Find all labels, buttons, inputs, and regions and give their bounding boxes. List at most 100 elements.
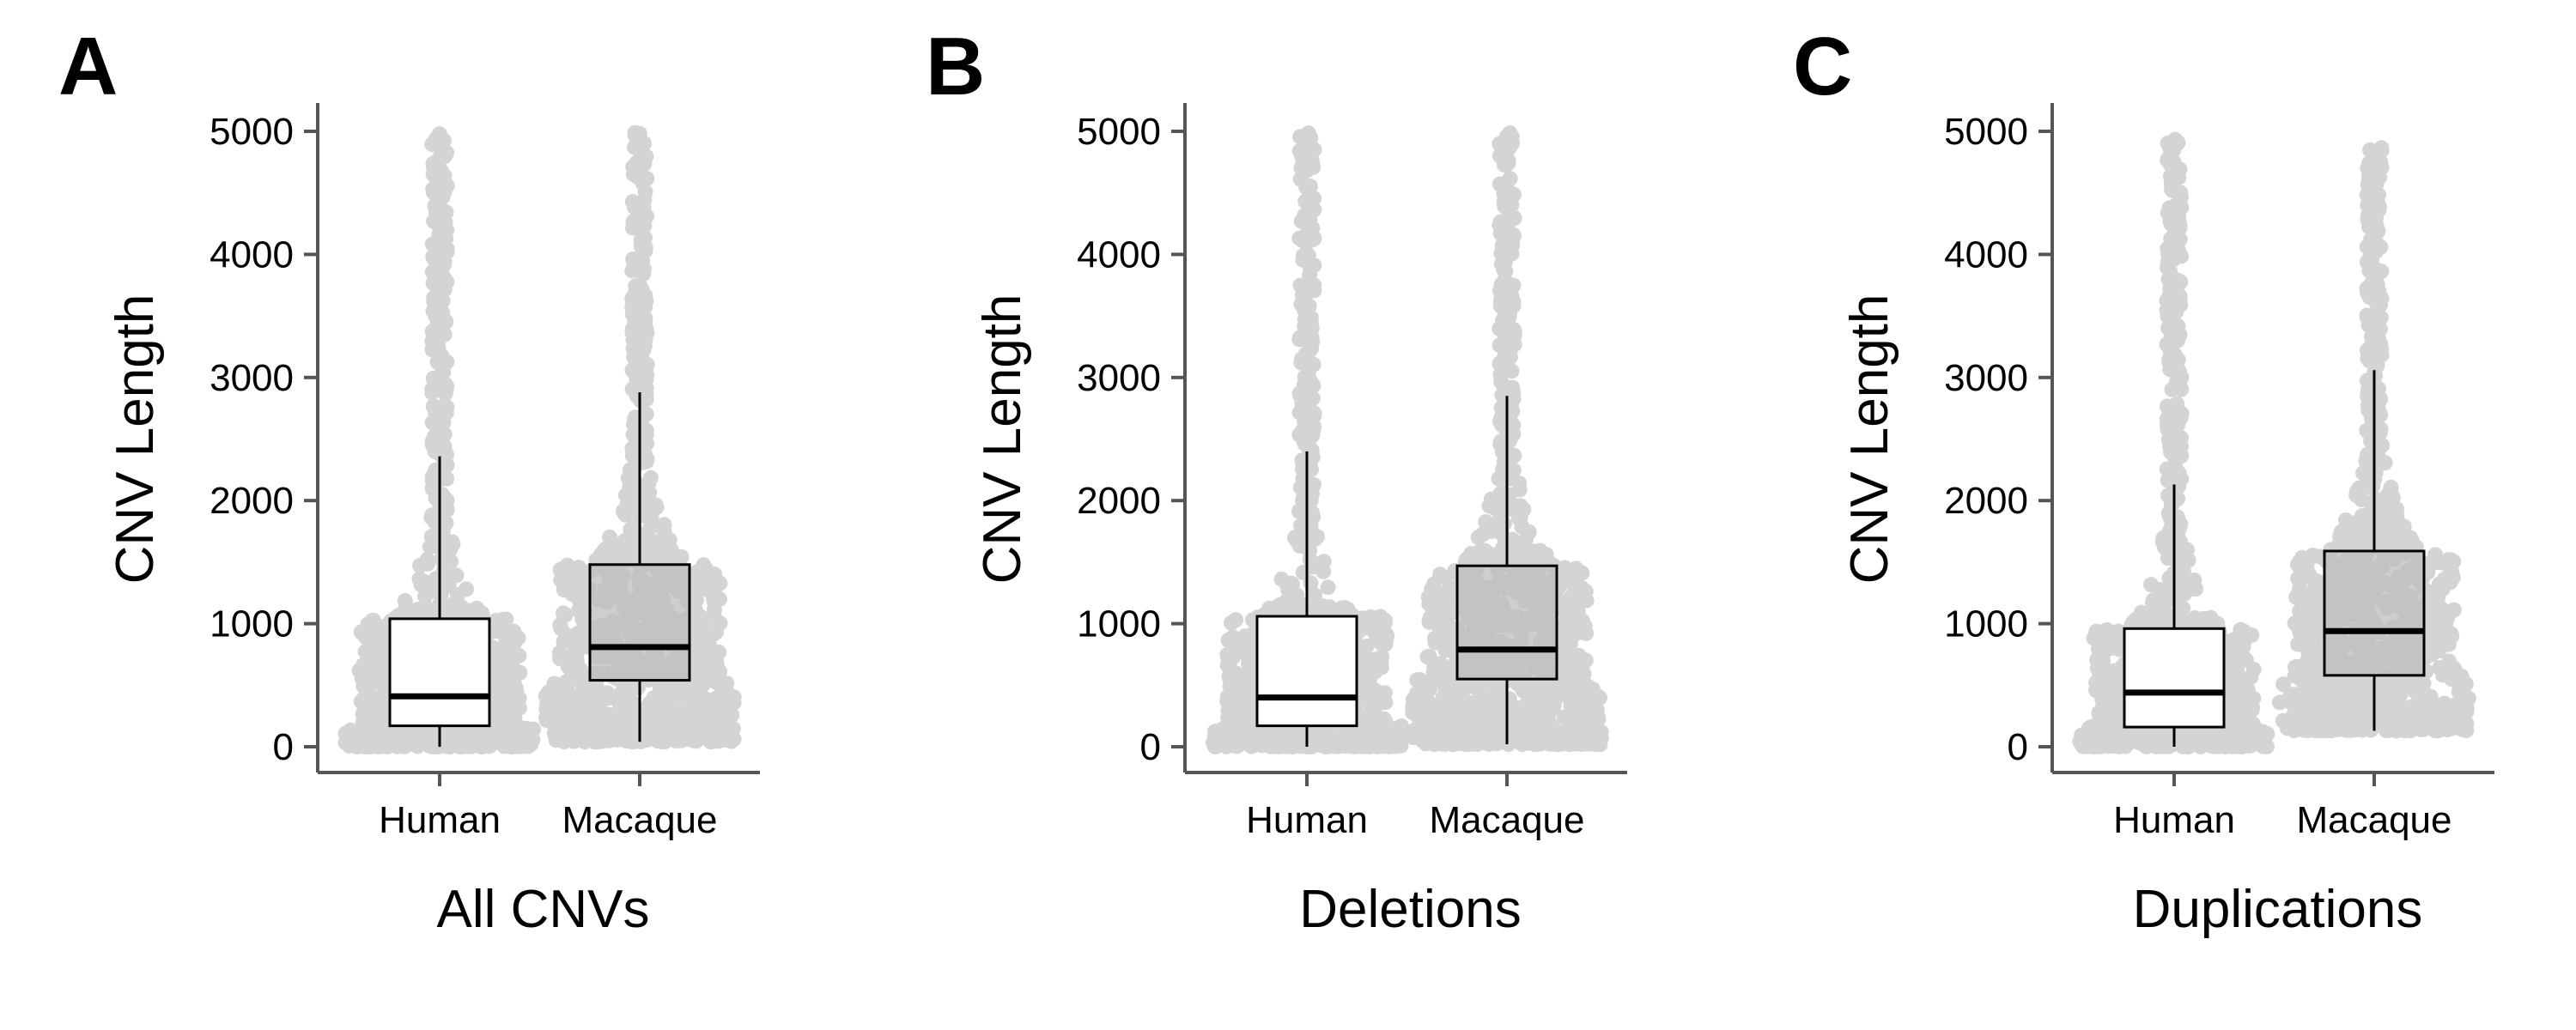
box-macaque	[588, 563, 691, 682]
data-point	[2098, 665, 2114, 682]
data-point	[1297, 470, 1313, 487]
data-point	[688, 660, 704, 676]
data-point	[628, 320, 644, 336]
box-human	[1255, 615, 1358, 728]
data-point	[2170, 332, 2186, 348]
data-point	[431, 225, 447, 241]
data-point	[441, 537, 458, 554]
x-tick-label: Macaque	[2296, 799, 2451, 841]
y-tick-label: 2000	[1944, 480, 2028, 522]
data-point	[493, 683, 509, 700]
data-point	[1362, 737, 1378, 754]
data-point	[1329, 733, 1346, 749]
data-point	[1497, 157, 1513, 173]
data-point	[656, 524, 672, 540]
data-point	[2142, 612, 2158, 628]
data-point	[1235, 718, 1251, 734]
y-tick-label: 1000	[1944, 603, 2028, 645]
data-point	[355, 696, 372, 712]
data-point	[1498, 501, 1514, 518]
data-point	[511, 690, 527, 706]
data-point	[1502, 413, 1518, 429]
data-point	[1294, 297, 1310, 313]
data-point	[376, 618, 392, 634]
data-point	[625, 251, 641, 267]
data-point	[2191, 733, 2208, 749]
data-point	[354, 670, 370, 686]
data-point	[1438, 616, 1455, 633]
data-point	[520, 723, 537, 739]
x-axis-label: Duplications	[2133, 880, 2423, 939]
data-point	[601, 690, 617, 706]
data-point	[1377, 636, 1394, 652]
data-point	[432, 139, 448, 155]
box-macaque	[1455, 564, 1558, 681]
data-point	[2169, 202, 2185, 218]
x-tick-label: Macaque	[1429, 799, 1584, 841]
data-point	[1302, 542, 1318, 559]
data-point	[1571, 647, 1587, 663]
data-point	[637, 243, 653, 259]
data-point	[1302, 179, 1318, 195]
data-point	[559, 557, 575, 573]
data-point	[1511, 511, 1528, 527]
data-point	[711, 644, 727, 660]
data-point	[568, 653, 585, 670]
data-point	[601, 732, 617, 748]
y-tick-label: 4000	[1077, 233, 1161, 276]
x-tick-label: Human	[379, 799, 501, 841]
data-point	[625, 523, 641, 539]
data-point	[512, 735, 528, 751]
data-point	[627, 199, 643, 215]
data-point	[422, 539, 438, 555]
data-point	[2108, 718, 2124, 735]
data-point	[366, 665, 382, 682]
data-point	[1303, 409, 1319, 426]
data-point	[1332, 601, 1348, 617]
point-cloud	[538, 124, 742, 750]
data-point	[1493, 276, 1510, 293]
data-point	[1502, 171, 1518, 187]
data-point	[2174, 736, 2190, 753]
data-point	[503, 657, 519, 673]
data-point	[424, 324, 440, 340]
data-point	[498, 611, 514, 627]
data-point	[1295, 565, 1311, 581]
data-point	[426, 289, 442, 306]
data-point	[397, 593, 413, 609]
data-point	[1463, 546, 1479, 562]
y-tick-label: 1000	[210, 603, 294, 645]
data-point	[673, 730, 690, 746]
data-point	[2160, 240, 2176, 257]
data-point	[1300, 365, 1316, 381]
data-point	[698, 626, 714, 642]
data-point	[627, 286, 643, 302]
data-point	[1504, 129, 1520, 145]
y-axis-label: CNV Length	[106, 294, 165, 585]
data-point	[571, 560, 587, 576]
data-point	[436, 439, 453, 455]
data-point	[634, 154, 650, 170]
data-point	[1494, 257, 1510, 273]
data-point	[1220, 650, 1236, 666]
y-axis-label: CNV Length	[1840, 294, 1899, 585]
data-point	[1509, 700, 1525, 717]
data-point	[1295, 151, 1311, 167]
data-point	[2169, 568, 2185, 585]
data-point	[422, 603, 439, 620]
data-point	[2172, 216, 2188, 233]
data-point	[2170, 135, 2186, 151]
data-point	[435, 564, 452, 580]
data-point	[2173, 248, 2190, 264]
data-point	[438, 204, 454, 221]
data-point	[695, 677, 711, 694]
data-point	[2093, 651, 2109, 668]
data-point	[411, 571, 428, 587]
data-point	[1366, 624, 1382, 640]
data-point	[569, 669, 586, 685]
data-point	[1435, 690, 1451, 706]
data-point	[2172, 297, 2189, 313]
data-point	[1546, 695, 1563, 712]
data-point	[1585, 731, 1601, 748]
